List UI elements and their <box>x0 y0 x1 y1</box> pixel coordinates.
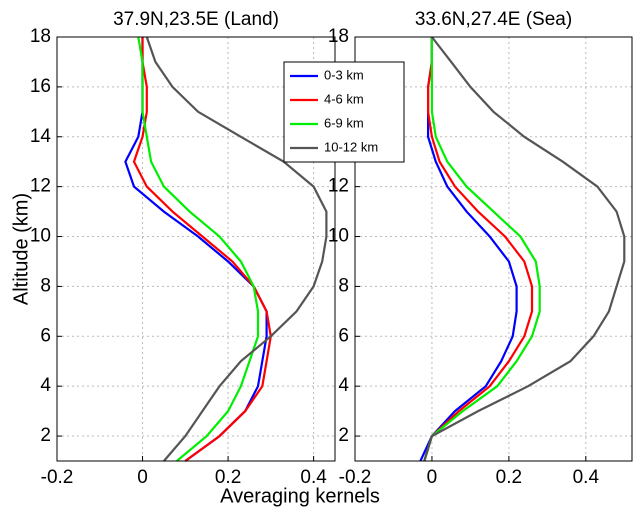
y-tick-label: 14 <box>30 126 52 147</box>
y-tick-label: 6 <box>40 325 51 346</box>
y-tick-label: 2 <box>338 425 349 446</box>
y-tick-label: 16 <box>30 76 51 97</box>
y-tick-label: 10 <box>30 226 51 247</box>
plot-frame <box>56 36 336 462</box>
chart-title: 33.6N,27.4E (Sea) <box>415 9 572 30</box>
y-tick-label: 2 <box>40 425 51 446</box>
y-tick-label: 12 <box>328 176 349 197</box>
x-tick-label: -0.2 <box>41 467 74 488</box>
series-line <box>423 37 534 462</box>
legend-box <box>283 61 405 163</box>
y-tick-label: 8 <box>40 275 51 296</box>
y-axis-label: Altitude (km) <box>10 193 32 305</box>
x-tick-label: -0.2 <box>339 467 372 488</box>
legend-label: 6-9 km <box>324 115 364 130</box>
x-tick-label: 0.4 <box>573 467 600 488</box>
series-line <box>423 36 626 462</box>
x-tick-label: 0.2 <box>496 467 522 488</box>
x-tick-label: 0.2 <box>215 467 241 488</box>
y-tick-label: 10 <box>328 226 349 247</box>
y-tick-label: 18 <box>328 26 349 47</box>
legend-label: 0-3 km <box>324 67 364 82</box>
y-tick-label: 18 <box>30 26 51 47</box>
series-line <box>419 37 518 462</box>
y-tick-label: 6 <box>338 325 349 346</box>
chart-title: 37.9N,23.5E (Land) <box>113 9 279 30</box>
series-line <box>132 37 272 462</box>
x-tick-label: 0.4 <box>300 467 327 488</box>
legend-label: 4-6 km <box>324 91 364 106</box>
legend-label: 10-12 km <box>324 139 378 154</box>
y-tick-label: 12 <box>30 176 51 197</box>
x-tick-label: 0 <box>137 467 148 488</box>
series-line <box>137 36 260 462</box>
series-line <box>145 36 328 462</box>
series-line <box>423 37 541 462</box>
x-axis-label: Averaging kernels <box>220 485 380 507</box>
y-tick-label: 4 <box>40 375 51 396</box>
x-tick-label: 0 <box>427 467 438 488</box>
y-tick-label: 4 <box>338 375 349 396</box>
plot-frame <box>354 36 633 462</box>
y-tick-label: 8 <box>338 275 349 296</box>
